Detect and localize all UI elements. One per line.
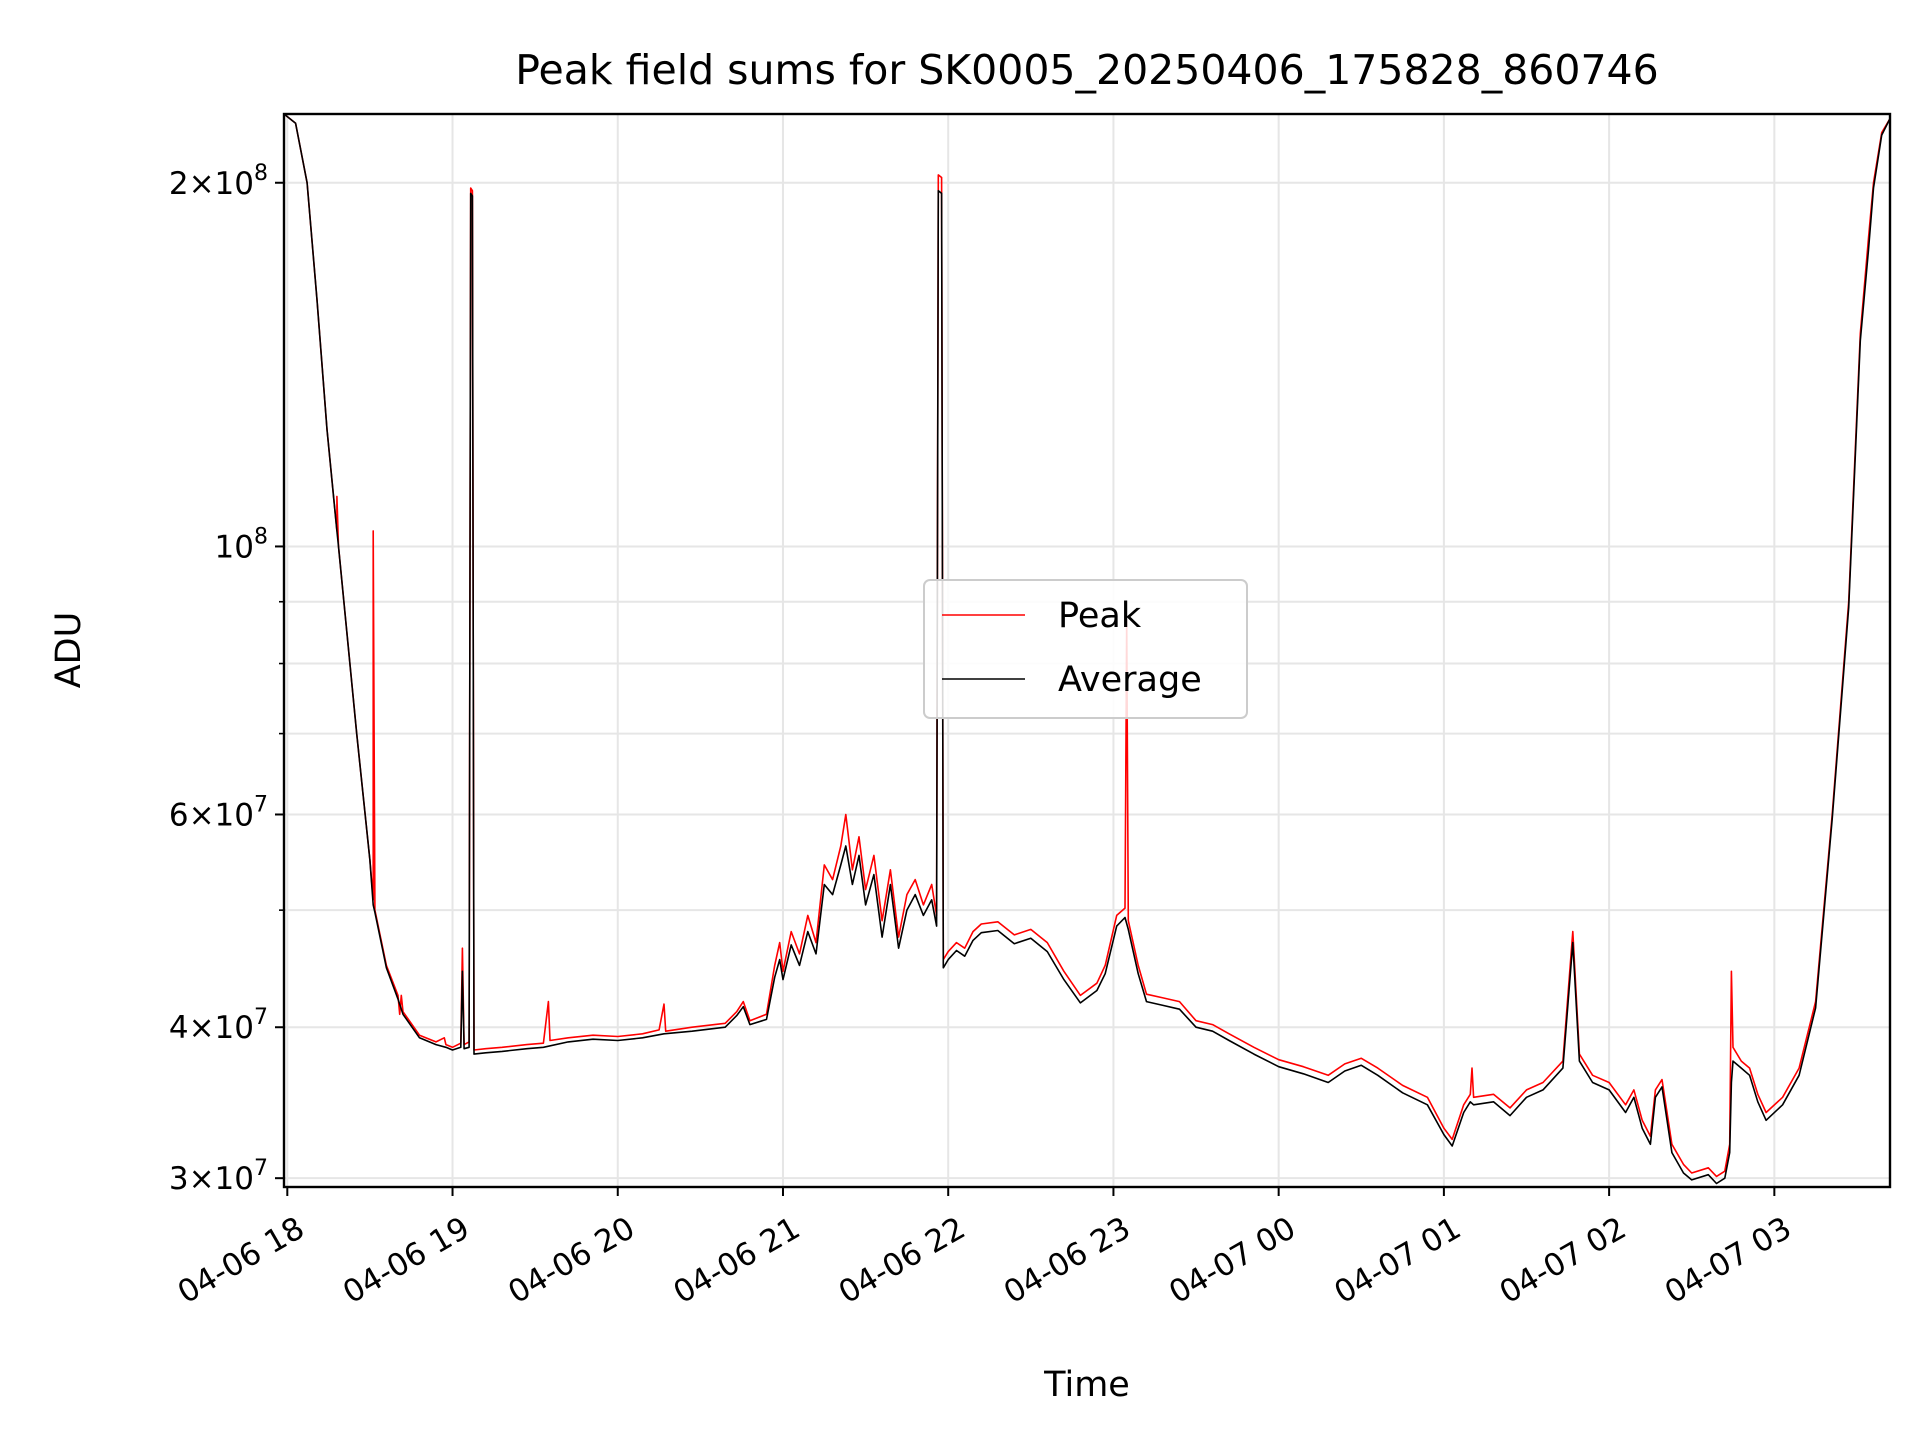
series-line-average — [283, 113, 1891, 1185]
legend: Peak Average — [923, 579, 1248, 719]
y-tick-label: 3×107 — [169, 1156, 268, 1197]
y-tick-label: 6×107 — [169, 792, 268, 833]
series-layer — [283, 113, 1891, 1185]
chart-title: Peak field sums for SK0005_20250406_1758… — [515, 46, 1658, 94]
y-axis-label: ADU — [49, 612, 89, 689]
x-axis-label: Time — [1043, 1365, 1130, 1405]
legend-label-average: Average — [1058, 660, 1202, 700]
y-tick-label: 4×107 — [169, 1005, 268, 1046]
y-tick-label: 2×108 — [169, 161, 268, 202]
grid-layer — [284, 114, 1890, 1187]
plot-frame — [282, 112, 1892, 1189]
legend-label-peak: Peak — [1058, 596, 1142, 636]
